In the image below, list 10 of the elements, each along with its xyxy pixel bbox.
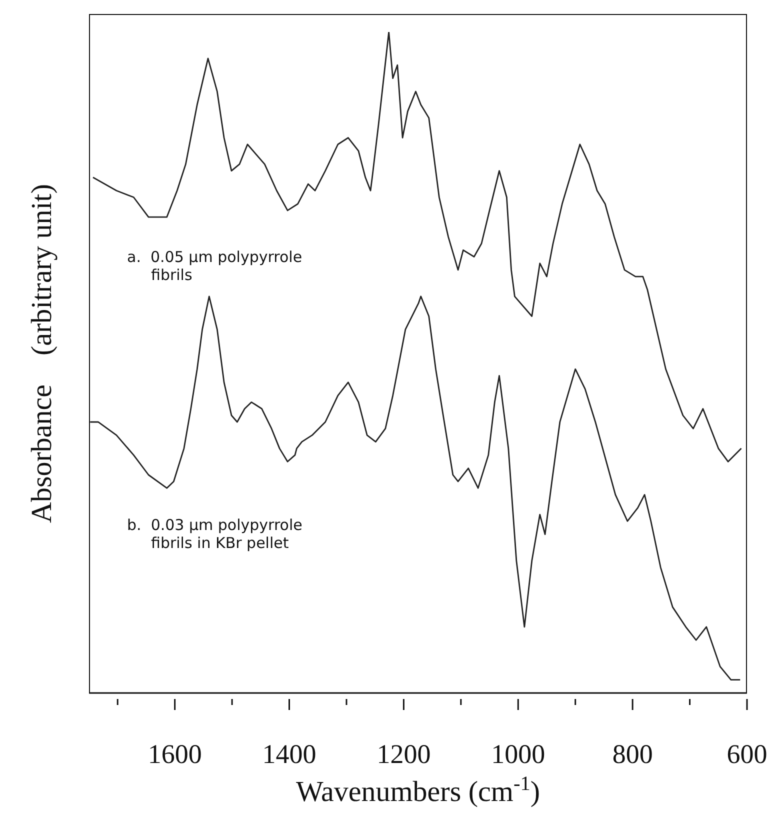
x-tick-label: 1400: [262, 739, 316, 769]
y-axis-title: Absorbance (arbitrary unit): [26, 184, 58, 524]
x-tick-label: 1200: [376, 739, 431, 769]
x-axis-title: Wavenumbers (cm$^{-1}$): [296, 773, 540, 808]
x-tick-label: 1000: [491, 739, 546, 769]
x-tick-label: 1600: [148, 739, 202, 769]
annotation: a. 0.05 µm polypyrrole fibrils: [127, 248, 302, 284]
annotation: b. 0.03 µm polypyrrole fibrils in KBr pellet: [127, 516, 302, 552]
x-tick-label: 800: [612, 739, 653, 769]
x-tick-label: 600: [726, 739, 768, 769]
